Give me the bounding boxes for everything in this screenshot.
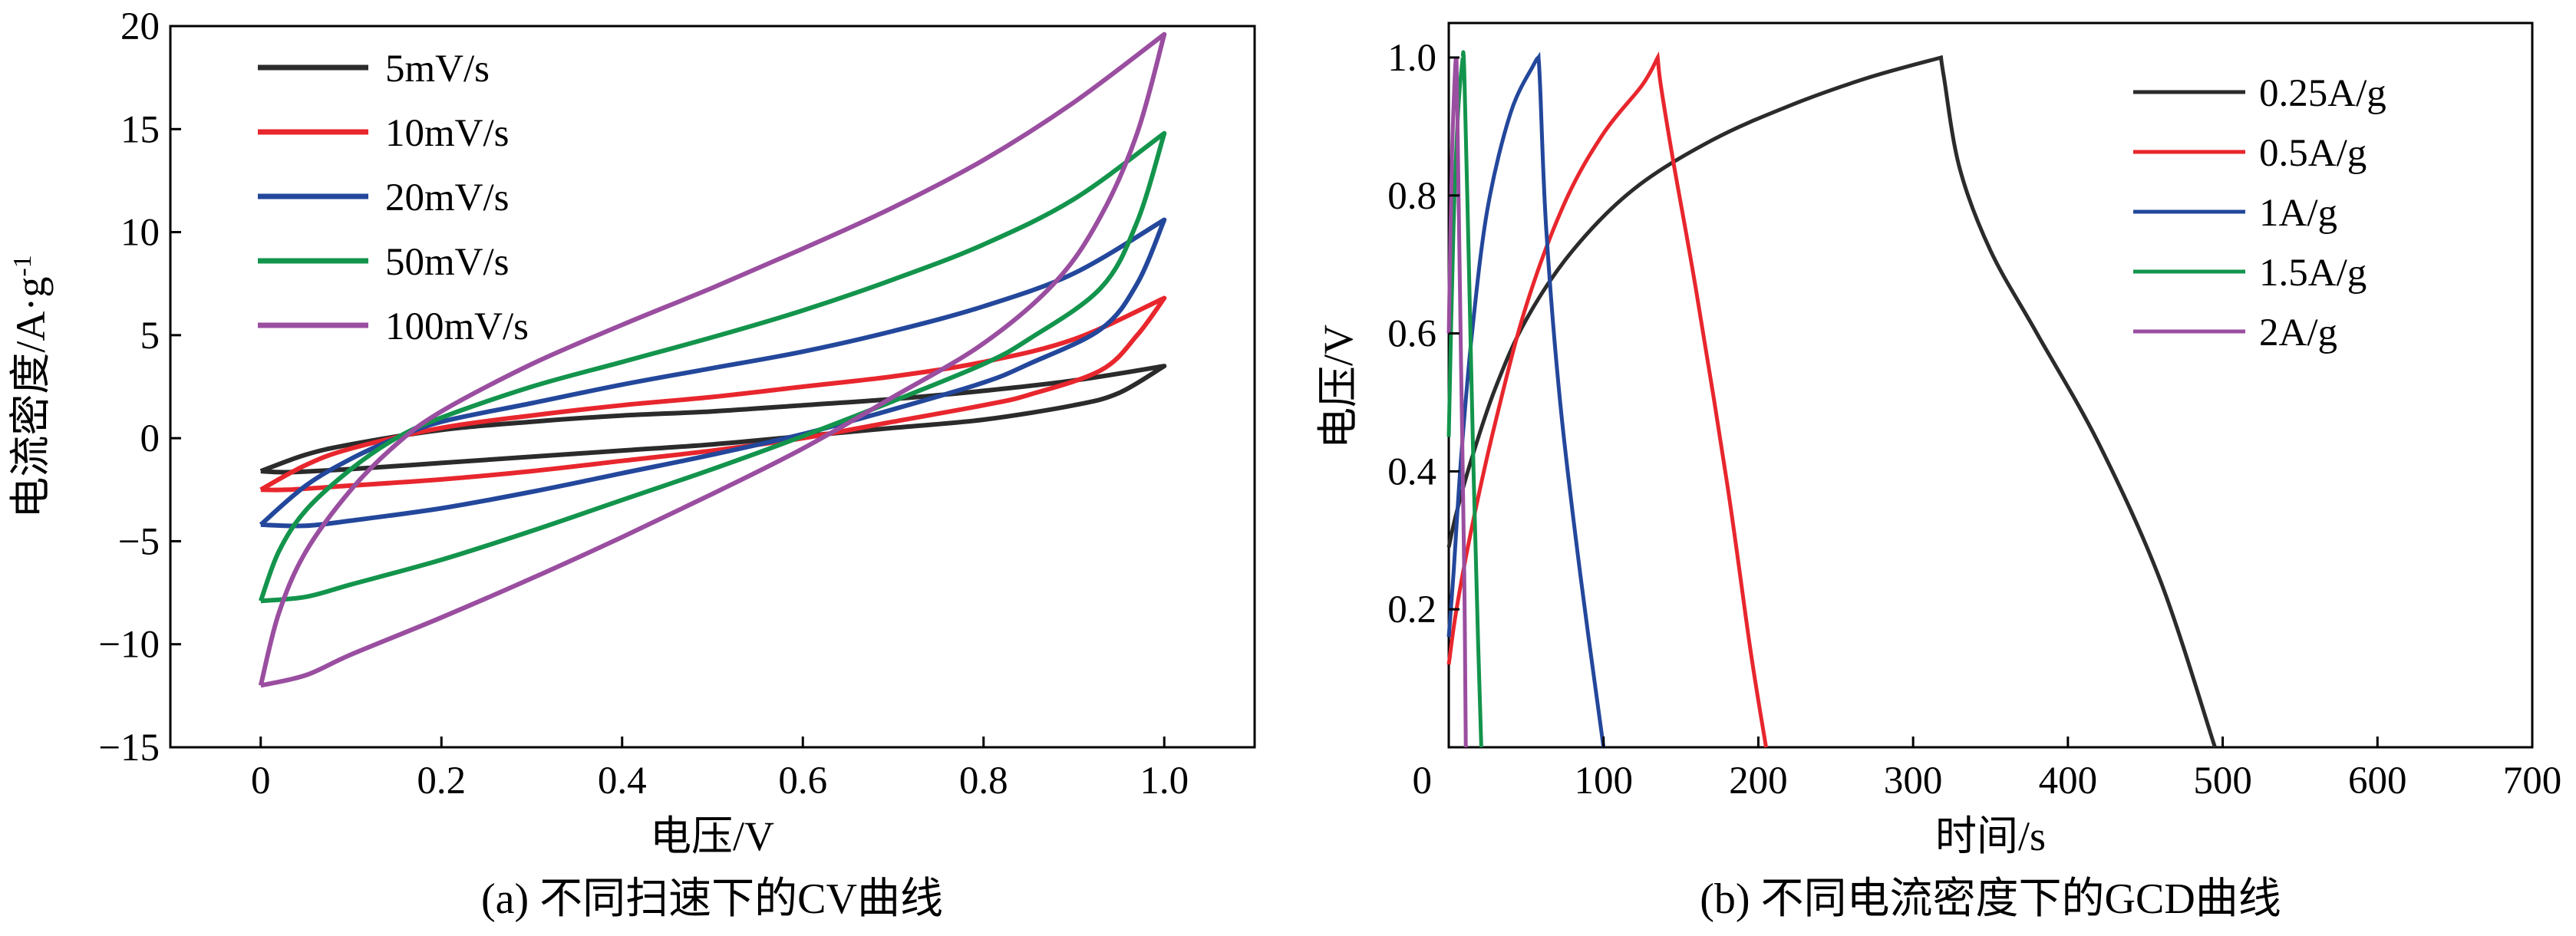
cv-curves [258,31,1167,688]
gcd-legend-label-0-5a-g: 0.5A/g [2259,132,2367,175]
gcd-curve-1-5a-g [1446,50,1483,748]
cv-x-tick-label: 0.4 [598,760,647,803]
cv-plot-frame [169,25,1256,749]
gcd-legend-label-0-25a-g: 0.25A/g [2259,72,2386,115]
gcd-curve-0-25a-g [1446,54,2217,748]
cv-y-axis-title: 电流密度/A·g-1 [8,255,54,518]
cv-y-tick-label: 20 [120,5,160,48]
gcd-ticks: 0 100 200 300 400 500 600 700 0.2 0.4 0.6 0.8 1.0 [1387,37,2561,803]
gcd-legend-label-1a-g: 1A/g [2259,192,2337,235]
gcd-caption: (b) 不同电流密度下的GCD曲线 [1700,875,2281,923]
gcd-x-tick-label: 700 [2503,760,2562,803]
cv-y-tick-label: 10 [120,212,160,255]
cv-curve-20mv-s [259,217,1167,529]
gcd-panel: 0 100 200 300 400 500 600 700 0.2 0.4 0.6 0.8 1.0 0.… [1315,21,2561,923]
cv-legend-label-10mv-s: 10mV/s [385,112,510,155]
gcd-y-tick-label: 0.8 [1387,175,1436,218]
cv-y-tick-label: 0 [140,417,160,460]
gcd-x-tick-label: 500 [2193,760,2252,803]
gcd-y-axis-title: 电压/V [1315,325,1361,449]
cv-curve-50mv-s [258,130,1167,604]
gcd-legend-label-1-5a-g: 1.5A/g [2259,252,2367,295]
gcd-x-tick-label: 400 [2039,760,2098,803]
cv-y-tick-label: −10 [98,624,160,667]
cv-y-tick-label: 15 [120,108,160,151]
gcd-plot-frame [1447,21,2534,749]
cv-x-tick-label: 0.2 [417,760,466,803]
cv-legend-label-100mv-s: 100mV/s [385,305,529,348]
cv-legend-label-20mv-s: 20mV/s [385,176,510,219]
gcd-x-axis-title: 时间/s [1935,813,2046,859]
cv-y-axis-title-sup: -1 [8,255,37,276]
gcd-y-tick-label: 1.0 [1387,37,1436,80]
gcd-x-tick-label: 200 [1729,760,1788,803]
cv-x-tick-label: 1.0 [1140,760,1189,803]
cv-x-tick-label: 0.6 [778,760,827,803]
cv-panel: 0 0.2 0.4 0.6 0.8 1.0 −15 −10 −5 0 5 10 15 20 5mV/s 10… [8,5,1256,923]
gcd-legend: 0.25A/g 0.5A/g 1A/g 1.5A/g 2A/g [2133,72,2386,354]
cv-ticks: 0 0.2 0.4 0.6 0.8 1.0 −15 −10 −5 0 5 10 15 20 [98,5,1189,803]
gcd-y-tick-label: 0.4 [1387,450,1436,493]
gcd-x-tick-label: 300 [1884,760,1943,803]
gcd-curve-2a-g [1446,56,1468,748]
gcd-x-tick-label: 100 [1574,760,1633,803]
cv-legend-label-50mv-s: 50mV/s [385,241,510,284]
gcd-y-tick-label: 0.2 [1387,588,1436,631]
cv-x-axis-title: 电压/V [650,813,774,859]
gcd-legend-label-2a-g: 2A/g [2259,311,2337,354]
gcd-y-tick-label: 0.6 [1387,313,1436,356]
gcd-curves [1446,50,2217,748]
cv-y-tick-label: 5 [140,315,160,358]
cv-y-tick-label: −15 [98,727,160,770]
gcd-x-tick-label: 600 [2348,760,2407,803]
gcd-x-tick-label: 0 [1413,760,1433,803]
cv-curve-5mv-s [259,364,1167,475]
cv-caption: (a) 不同扫速下的CV曲线 [481,875,943,923]
cv-y-tick-label: −5 [118,520,160,563]
gcd-curve-0-5a-g [1446,51,1768,748]
cv-curve-10mv-s [259,295,1167,493]
cv-legend: 5mV/s 10mV/s 20mV/s 50mV/s 100mV/s [258,48,529,348]
cv-x-tick-label: 0 [251,760,271,803]
cv-legend-label-5mv-s: 5mV/s [385,48,490,91]
cv-x-tick-label: 0.8 [959,760,1008,803]
cv-curve-100mv-s [258,31,1167,688]
cv-y-axis-title-main: 电流密度/A·g [8,277,54,519]
